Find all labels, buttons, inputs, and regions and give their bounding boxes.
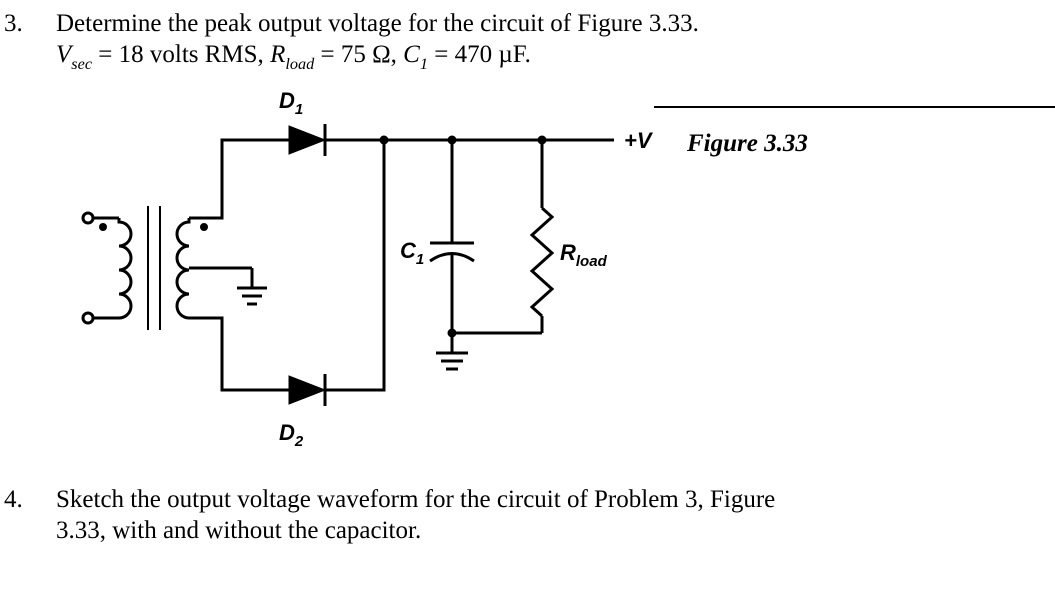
primary-terminal-bottom (83, 313, 93, 323)
problem-4: 4. Sketch the output voltage waveform fo… (0, 484, 1055, 547)
problem-3-number: 3. (0, 8, 56, 39)
problem-3: 3. Determine the peak output voltage for… (0, 8, 1055, 74)
eq3: = 470 µF. (428, 41, 531, 68)
problem-3-line1: Determine the peak output voltage for th… (56, 8, 1035, 39)
problem-4-body: Sketch the output voltage waveform for t… (56, 484, 1055, 547)
problem-4-line2: 3.33, with and without the capacitor. (56, 515, 1035, 546)
wire-d2-to-top (325, 140, 384, 390)
figure-rule (654, 106, 1055, 108)
node-ground-junction (448, 329, 456, 337)
problem-3-line2: Vsec = 18 volts RMS, Rload = 75 Ω, C1 = … (56, 39, 1035, 73)
diode-d2 (289, 374, 325, 406)
rload-sub: load (285, 55, 314, 73)
label-d2: D2 (279, 420, 304, 450)
c1-sub: 1 (420, 55, 428, 73)
primary-dot (100, 223, 107, 230)
transformer-secondary-coil (177, 218, 189, 318)
vsec-symbol: V (56, 41, 71, 68)
primary-terminal-top (83, 213, 93, 223)
label-c1: C1 (400, 238, 424, 268)
vsec-sub: sec (71, 55, 92, 73)
resistor-rload (532, 208, 552, 316)
label-d1: D1 (279, 88, 303, 118)
circuit-diagram: D1 D2 C1 Rload +V (52, 78, 672, 473)
label-rload: Rload (560, 240, 608, 270)
page: 3. Determine the peak output voltage for… (0, 0, 1055, 604)
wire-sec-top-to-d1 (189, 140, 289, 218)
figure-caption: Figure 3.33 (687, 128, 808, 159)
diode-d1 (289, 124, 325, 156)
problem-4-number: 4. (0, 484, 56, 515)
c1-symbol: C (403, 41, 420, 68)
wire-res-return (452, 333, 542, 338)
label-vplus-out: +V (624, 128, 654, 153)
figure-3-33: Figure 3.33 (52, 78, 1022, 478)
secondary-dot (201, 223, 208, 230)
eq1: = 18 volts RMS, (92, 41, 270, 68)
problem-3-body: Determine the peak output voltage for th… (56, 8, 1055, 74)
eq2: = 75 Ω, (314, 41, 403, 68)
transformer-primary-coil (119, 218, 131, 318)
wire-sec-bot-to-d2 (189, 318, 289, 390)
node-junction-1 (380, 136, 388, 144)
problem-4-line1: Sketch the output voltage waveform for t… (56, 484, 1035, 515)
rload-symbol: R (270, 41, 285, 68)
